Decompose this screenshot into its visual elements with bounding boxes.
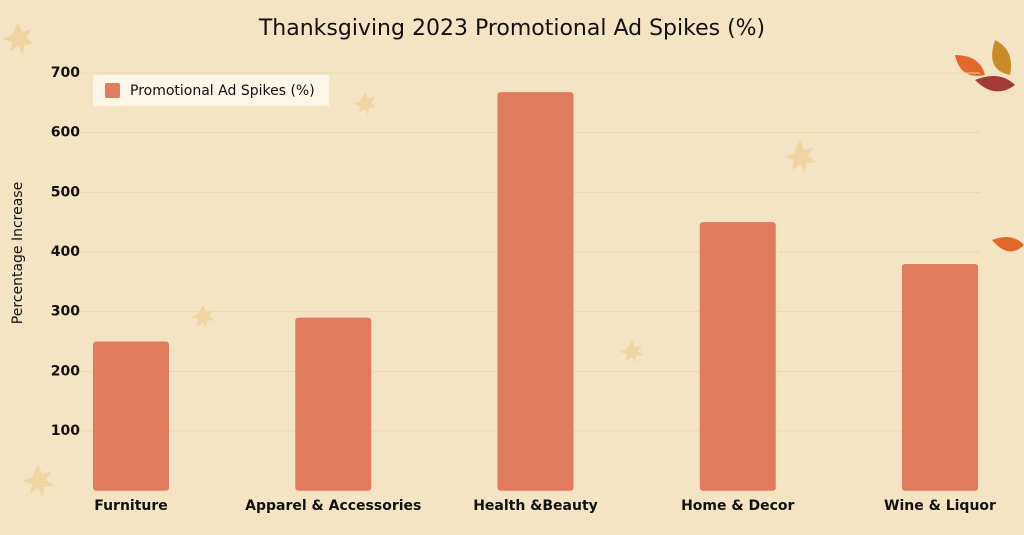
decoration [2, 22, 1024, 497]
y-tick-label: 200 [51, 363, 80, 379]
bar [93, 341, 169, 491]
bar [699, 222, 776, 491]
y-tick-label: 700 [51, 65, 80, 81]
bar [497, 92, 574, 491]
x-tick-label: Health &Beauty [473, 498, 598, 514]
legend-label: Promotional Ad Spikes (%) [130, 83, 315, 99]
legend-box [93, 75, 329, 106]
y-tick-label: 500 [51, 184, 80, 200]
x-tick-label: Apparel & Accessories [245, 498, 421, 514]
y-tick-label: 600 [51, 125, 80, 141]
chart-title: Thanksgiving 2023 Promotional Ad Spikes … [258, 16, 765, 41]
bar [295, 317, 372, 491]
x-tick-label: Home & Decor [681, 498, 794, 514]
y-axis-label: Percentage Increase [10, 182, 26, 324]
bar [902, 263, 978, 491]
y-tick-label: 100 [51, 423, 80, 439]
y-tick-label: 400 [51, 244, 80, 260]
x-tick-label: Wine & Liquor [884, 498, 996, 514]
legend: Promotional Ad Spikes (%) [93, 75, 329, 106]
x-tick-label: Furniture [94, 498, 168, 514]
legend-swatch [105, 83, 120, 98]
y-tick-label: 300 [51, 304, 80, 320]
